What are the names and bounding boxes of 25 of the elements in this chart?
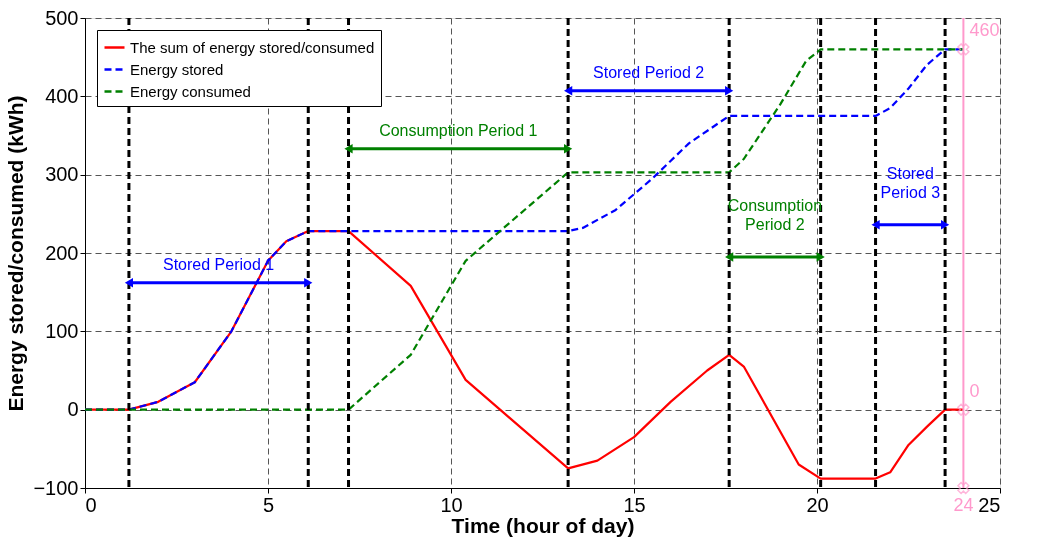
y-tick-label: 0 bbox=[67, 398, 79, 421]
x-axis-title: Time (hour of day) bbox=[451, 513, 635, 537]
annotation: 460 bbox=[969, 20, 1000, 41]
x-tick-label: 15 bbox=[623, 493, 646, 516]
annotation: 24 bbox=[953, 495, 974, 515]
y-tick-label: −100 bbox=[33, 476, 79, 499]
x-tick-label: 25 bbox=[978, 493, 1001, 516]
x-tick-label: 10 bbox=[440, 493, 463, 516]
annotation: Stored Period 3 bbox=[880, 164, 941, 201]
y-axis-title: Energy stored/consumed (kWh) bbox=[4, 95, 28, 412]
y-tick-label: 200 bbox=[45, 241, 79, 264]
legend-label: Energy stored bbox=[130, 60, 224, 78]
x-tick-label: 20 bbox=[806, 493, 829, 516]
y-tick-label: 500 bbox=[45, 6, 79, 29]
x-tick-label: 0 bbox=[85, 493, 97, 516]
y-tick-label: 300 bbox=[45, 163, 79, 186]
x-tick-label: 5 bbox=[262, 493, 275, 516]
annotation: Stored Period 2 bbox=[593, 63, 705, 81]
annotation: 0 bbox=[969, 380, 980, 401]
annotation: Consumption Period 2 bbox=[727, 196, 823, 233]
y-tick-label: 400 bbox=[45, 84, 79, 107]
y-tick-label: 100 bbox=[45, 319, 79, 342]
legend-label: Energy consumed bbox=[130, 82, 251, 100]
annotation: Consumption Period 1 bbox=[379, 121, 538, 139]
legend-label: The sum of energy stored/consumed bbox=[130, 38, 375, 56]
